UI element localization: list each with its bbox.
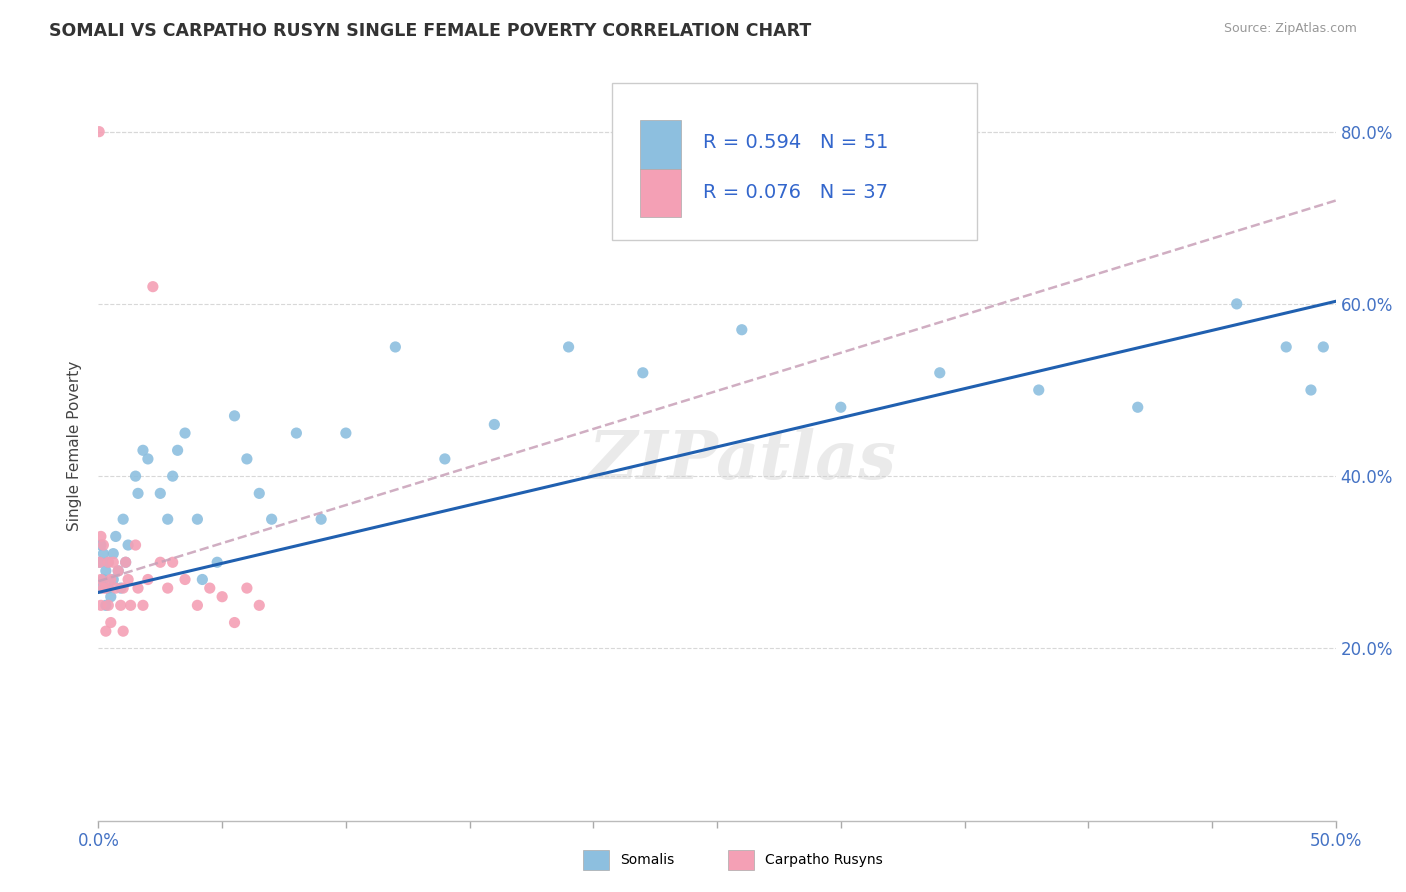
Point: [260, 512, 283, 526]
Point: [112, 624, 135, 639]
Point: [1028, 383, 1050, 397]
Point: [224, 615, 246, 630]
Point: [247, 486, 270, 500]
Point: [94, 564, 117, 578]
Point: [1275, 340, 1298, 354]
Point: [97, 581, 120, 595]
Point: [110, 581, 132, 595]
Point: [89, 555, 111, 569]
Point: [90, 599, 112, 613]
Point: [112, 512, 135, 526]
Point: [1312, 340, 1334, 354]
Point: [928, 366, 950, 380]
Point: [94, 581, 117, 595]
Point: [100, 573, 122, 587]
Text: SOMALI VS CARPATHO RUSYN SINGLE FEMALE POVERTY CORRELATION CHART: SOMALI VS CARPATHO RUSYN SINGLE FEMALE P…: [49, 22, 811, 40]
Point: [110, 599, 132, 613]
Point: [335, 426, 357, 441]
Text: Carpatho Rusyns: Carpatho Rusyns: [765, 853, 883, 867]
Point: [1126, 401, 1149, 415]
Text: ZIPatlas: ZIPatlas: [588, 428, 896, 493]
Point: [484, 417, 506, 432]
Point: [149, 555, 172, 569]
Point: [830, 401, 852, 415]
Point: [97, 599, 120, 613]
Point: [631, 366, 654, 380]
Point: [156, 581, 179, 595]
Point: [103, 547, 125, 561]
Point: [285, 426, 308, 441]
Point: [1226, 297, 1249, 311]
Point: [97, 555, 120, 569]
Point: [132, 599, 155, 613]
Point: [142, 279, 165, 293]
Point: [103, 555, 125, 569]
Point: [156, 512, 179, 526]
Point: [127, 486, 149, 500]
FancyBboxPatch shape: [640, 169, 681, 218]
Point: [236, 581, 259, 595]
Point: [94, 624, 117, 639]
Point: [132, 443, 155, 458]
Point: [166, 443, 188, 458]
Point: [107, 564, 129, 578]
Text: Somalis: Somalis: [620, 853, 675, 867]
Point: [224, 409, 246, 423]
Point: [97, 555, 120, 569]
Point: [149, 486, 172, 500]
Point: [93, 581, 115, 595]
Point: [104, 529, 127, 543]
Text: R = 0.594   N = 51: R = 0.594 N = 51: [703, 133, 889, 152]
Point: [114, 555, 136, 569]
Point: [93, 547, 115, 561]
Point: [93, 573, 115, 587]
FancyBboxPatch shape: [640, 120, 681, 169]
Point: [186, 599, 208, 613]
Point: [117, 573, 139, 587]
Point: [89, 555, 111, 569]
Point: [117, 538, 139, 552]
Point: [112, 581, 135, 595]
Point: [136, 451, 159, 466]
Point: [309, 512, 332, 526]
Point: [174, 426, 197, 441]
Point: [162, 555, 184, 569]
Point: [186, 512, 208, 526]
Point: [247, 599, 270, 613]
FancyBboxPatch shape: [612, 83, 977, 240]
Point: [94, 599, 117, 613]
Point: [211, 590, 233, 604]
Point: [191, 573, 214, 587]
Point: [124, 538, 146, 552]
Point: [384, 340, 406, 354]
Point: [100, 590, 122, 604]
Point: [731, 323, 754, 337]
Point: [205, 555, 228, 569]
Point: [433, 451, 456, 466]
Point: [90, 581, 112, 595]
Point: [100, 615, 122, 630]
Point: [557, 340, 579, 354]
Point: [107, 564, 129, 578]
Point: [89, 125, 111, 139]
Point: [124, 469, 146, 483]
Y-axis label: Single Female Poverty: Single Female Poverty: [67, 361, 83, 531]
Point: [120, 599, 142, 613]
Point: [90, 573, 112, 587]
Point: [1299, 383, 1322, 397]
Point: [114, 555, 136, 569]
Point: [174, 573, 197, 587]
Point: [127, 581, 149, 595]
Point: [104, 581, 127, 595]
Point: [162, 469, 184, 483]
Point: [93, 538, 115, 552]
Point: [198, 581, 221, 595]
Text: Source: ZipAtlas.com: Source: ZipAtlas.com: [1223, 22, 1357, 36]
Point: [236, 451, 259, 466]
Point: [90, 538, 112, 552]
Text: R = 0.076   N = 37: R = 0.076 N = 37: [703, 183, 889, 202]
Point: [90, 529, 112, 543]
Point: [136, 573, 159, 587]
Point: [103, 573, 125, 587]
